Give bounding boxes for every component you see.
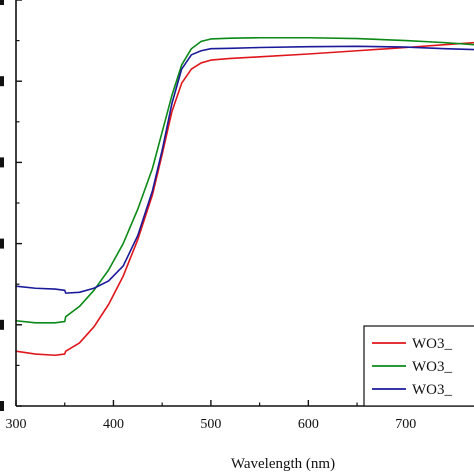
x-axis-title: Wavelength (nm) <box>231 456 335 472</box>
x-tick-label: 300 <box>6 417 27 432</box>
y-tick-label-stub <box>0 157 4 168</box>
series-line-1 <box>15 41 474 357</box>
legend-label-3: WO3_ <box>412 382 452 398</box>
legend-label-2: WO3_ <box>412 359 452 375</box>
y-tick-label-stub <box>0 0 4 5</box>
y-tick-label-stub <box>0 238 4 249</box>
y-tick-label-stub <box>0 401 4 411</box>
legend: WO3_ WO3_ WO3_ <box>363 325 474 407</box>
series-layer <box>15 36 474 357</box>
series-line-3 <box>15 45 474 294</box>
x-ticks: 300 400 500 600 700 <box>6 400 456 432</box>
x-tick-label: 600 <box>298 417 319 432</box>
y-tick-label-stub <box>0 319 4 330</box>
x-tick-label: 400 <box>103 417 124 432</box>
y-ticks <box>0 0 22 411</box>
legend-label-1: WO3_ <box>412 336 452 352</box>
x-tick-label: 700 <box>395 417 416 432</box>
y-tick-label-stub <box>0 76 4 87</box>
x-tick-label: 500 <box>200 417 221 432</box>
series-line-2 <box>15 36 474 324</box>
